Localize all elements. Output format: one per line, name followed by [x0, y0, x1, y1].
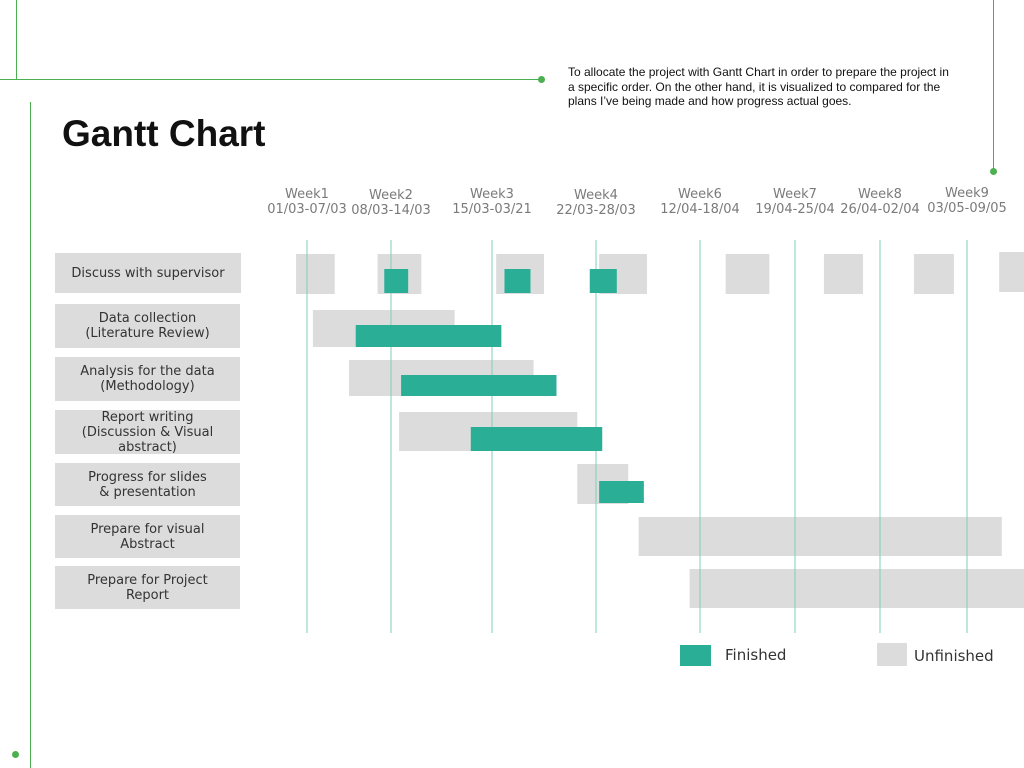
week-name: Week3: [470, 187, 514, 202]
week-dates: 26/04-02/04: [840, 202, 920, 217]
week-header-6: Week7 19/04-25/04: [750, 187, 840, 217]
unfinished-bar: [296, 254, 335, 294]
decorative-dot-right: [990, 168, 997, 175]
task-label-7: Prepare for Project Report: [55, 566, 240, 609]
unfinished-bar: [913, 254, 954, 294]
finished-bar: [384, 269, 409, 293]
legend-finished-swatch: [680, 645, 711, 666]
week-name: Week8: [858, 187, 902, 202]
decorative-line-right: [993, 0, 994, 171]
week-name: Week1: [285, 187, 329, 202]
task-label-2: Data collection (Literature Review): [55, 304, 240, 348]
unfinished-bar: [638, 517, 1002, 556]
decorative-line-left-short: [16, 0, 17, 80]
week-header-4: Week4 22/03-28/03: [551, 188, 641, 218]
finished-bar: [589, 269, 617, 293]
week-header-7: Week8 26/04-02/04: [835, 187, 925, 217]
unfinished-bar: [689, 569, 1024, 608]
week-header-3: Week3 15/03-03/21: [447, 187, 537, 217]
week-name: Week9: [945, 186, 989, 201]
week-header-1: Week1 01/03-07/03: [262, 187, 352, 217]
unfinished-bar: [725, 254, 770, 294]
finished-bar: [504, 269, 531, 293]
description-text: To allocate the project with Gantt Chart…: [568, 65, 949, 108]
week-name: Week6: [678, 187, 722, 202]
week-header-5: Week6 12/04-18/04: [655, 187, 745, 217]
week-header-2: Week2 08/03-14/03: [346, 188, 436, 218]
week-name: Week7: [773, 187, 817, 202]
week-name: Week4: [574, 188, 618, 203]
task-label-4: Report writing (Discussion & Visual abst…: [55, 410, 240, 455]
week-dates: 12/04-18/04: [660, 202, 740, 217]
finished-bar: [401, 375, 557, 396]
task-label-3: Analysis for the data (Methodology): [55, 357, 240, 401]
legend-unfinished-swatch: [877, 643, 907, 666]
finished-bar: [599, 481, 644, 503]
week-header-8: Week9 03/05-09/05: [922, 186, 1012, 216]
week-dates: 19/04-25/04: [755, 202, 835, 217]
task-label-6: Prepare for visual Abstract: [55, 515, 240, 558]
finished-bar: [470, 427, 603, 451]
task-label-1: Discuss with supervisor: [55, 253, 241, 293]
decorative-dot-bottom-left: [12, 751, 19, 758]
week-dates: 15/03-03/21: [452, 202, 532, 217]
week-dates: 22/03-28/03: [556, 203, 636, 218]
page-title: Gantt Chart: [62, 113, 266, 154]
unfinished-bar: [999, 252, 1024, 292]
decorative-dot-top: [538, 76, 545, 83]
task-label-5: Progress for slides & presentation: [55, 463, 240, 506]
legend-finished-label: Finished: [725, 646, 787, 664]
week-dates: 01/03-07/03: [267, 202, 347, 217]
unfinished-bar: [823, 254, 863, 294]
week-dates: 08/03-14/03: [351, 203, 431, 218]
finished-bar: [355, 325, 502, 347]
week-dates: 03/05-09/05: [927, 201, 1007, 216]
decorative-line-top: [0, 79, 541, 80]
decorative-line-left-long: [30, 102, 31, 768]
week-name: Week2: [369, 188, 413, 203]
legend-unfinished-label: Unfinished: [914, 647, 994, 665]
